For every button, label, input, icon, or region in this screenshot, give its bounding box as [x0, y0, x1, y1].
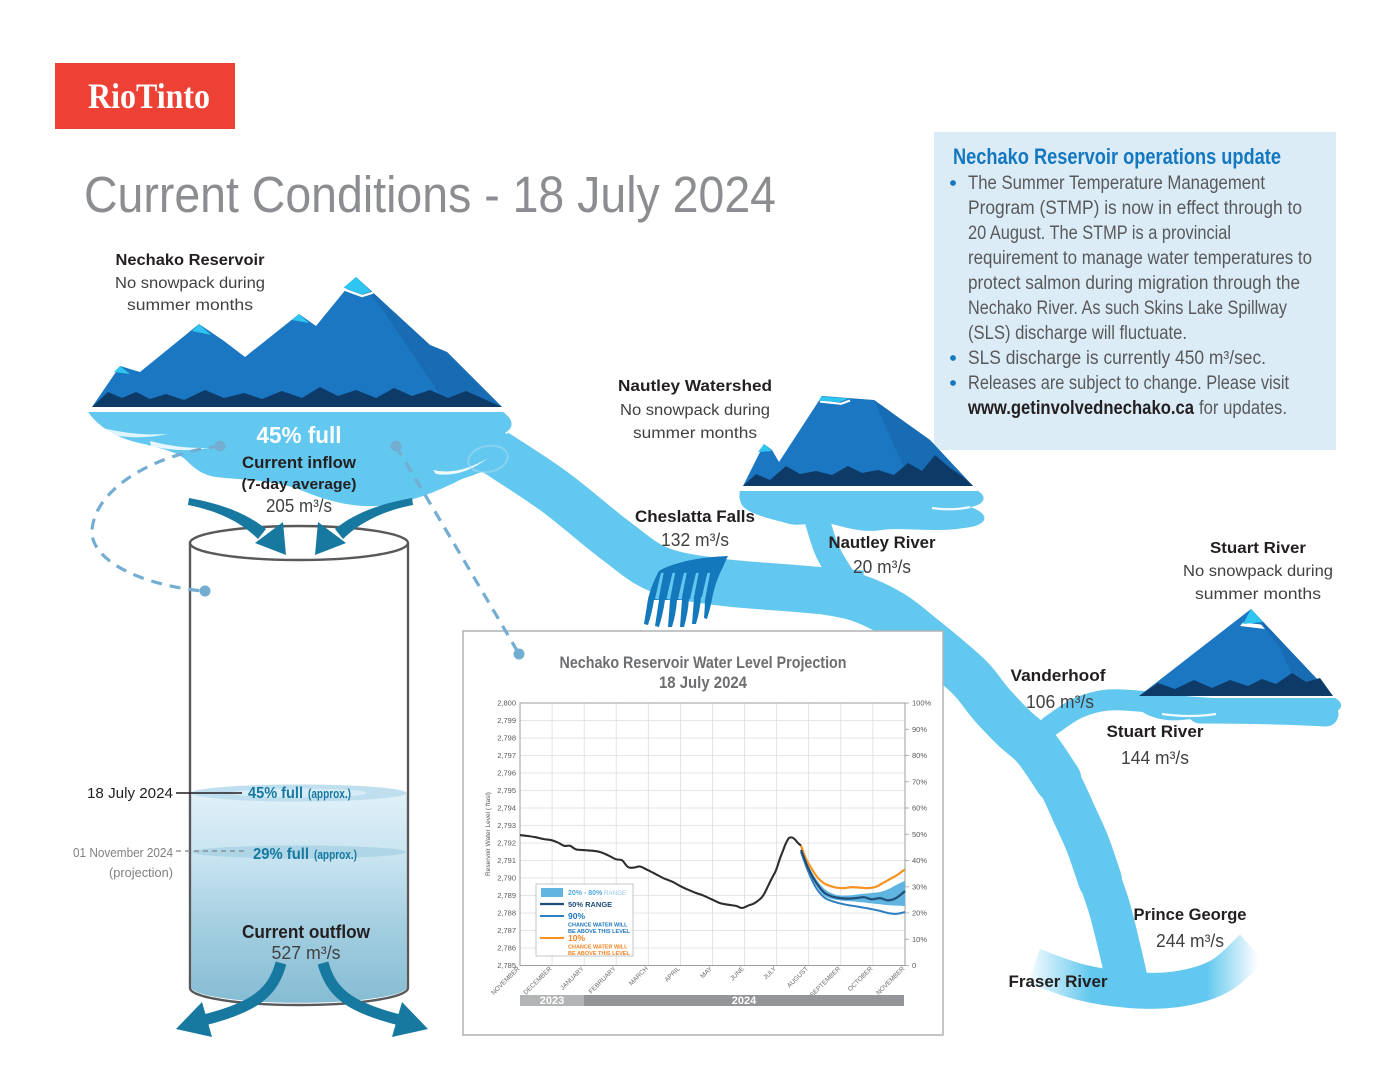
svg-text:(projection): (projection)	[109, 865, 173, 880]
svg-text:106 m³/s: 106 m³/s	[1026, 692, 1094, 712]
svg-text:527 m³/s: 527 m³/s	[272, 943, 341, 963]
svg-text:2,786: 2,786	[497, 944, 516, 953]
svg-text:205 m³/s: 205 m³/s	[266, 496, 332, 516]
svg-text:100%: 100%	[912, 699, 932, 708]
svg-text:2,793: 2,793	[497, 821, 516, 830]
svg-text:2,791: 2,791	[497, 856, 516, 865]
svg-text:30%: 30%	[912, 882, 927, 891]
svg-text:2,789: 2,789	[497, 891, 516, 900]
svg-text:01 November 2024: 01 November 2024	[73, 845, 173, 860]
svg-text:2,797: 2,797	[497, 751, 516, 760]
svg-text:protect salmon during migratio: protect salmon during migration through …	[968, 273, 1300, 294]
svg-text:Nautley Watershed: Nautley Watershed	[618, 378, 772, 395]
svg-text:Cheslatta Falls: Cheslatta Falls	[635, 507, 755, 526]
svg-text:20 August. The STMP is a provi: 20 August. The STMP is a provincial	[968, 223, 1231, 244]
svg-text:No snowpack during: No snowpack during	[1183, 563, 1333, 580]
svg-text:Nechako Reservoir operations u: Nechako Reservoir operations update	[953, 144, 1281, 169]
svg-text:2,794: 2,794	[497, 804, 516, 813]
svg-text:18 July 2024: 18 July 2024	[659, 673, 747, 692]
svg-text:Current inflow: Current inflow	[242, 453, 357, 472]
svg-text:Nechako River. As such Skins L: Nechako River. As such Skins Lake Spillw…	[968, 298, 1287, 319]
svg-text:20% - 80%: 20% - 80%	[568, 890, 603, 897]
svg-text:60%: 60%	[912, 804, 927, 813]
svg-text:45% full: 45% full	[248, 785, 303, 802]
svg-text:No snowpack during: No snowpack during	[620, 402, 770, 419]
svg-text:90%: 90%	[912, 725, 927, 734]
svg-text:80%: 80%	[912, 751, 927, 760]
svg-text:Nautley River: Nautley River	[829, 533, 936, 552]
svg-text:Releases are subject to change: Releases are subject to change. Please v…	[968, 373, 1290, 394]
svg-text:for updates.: for updates.	[1199, 398, 1287, 419]
svg-text:Fraser River: Fraser River	[1009, 972, 1108, 991]
svg-text:Prince George: Prince George	[1134, 905, 1247, 924]
svg-text:2,787: 2,787	[497, 926, 516, 935]
svg-text:RANGE: RANGE	[604, 890, 626, 897]
svg-text:50% RANGE: 50% RANGE	[568, 900, 612, 909]
svg-text:No snowpack during: No snowpack during	[115, 275, 265, 292]
svg-text:www.getinvolvednechako.ca: www.getinvolvednechako.ca	[967, 398, 1194, 419]
svg-text:2,785: 2,785	[497, 961, 516, 970]
svg-text:20 m³/s: 20 m³/s	[853, 557, 911, 577]
svg-text:2,790: 2,790	[497, 874, 516, 883]
svg-text:2,800: 2,800	[497, 699, 516, 708]
svg-text:2,792: 2,792	[497, 839, 516, 848]
svg-text:Reservoir Water Level ( ftasl): Reservoir Water Level ( ftasl)	[485, 792, 492, 876]
svg-text:2023: 2023	[540, 995, 564, 1007]
svg-text:20%: 20%	[912, 909, 927, 918]
svg-text:2,796: 2,796	[497, 769, 516, 778]
svg-text:Stuart River: Stuart River	[1107, 722, 1204, 741]
svg-text:70%: 70%	[912, 777, 927, 786]
svg-text:50%: 50%	[912, 830, 927, 839]
svg-text:Nechako Reservoir: Nechako Reservoir	[116, 252, 265, 269]
svg-text:29% full: 29% full	[253, 846, 309, 863]
svg-text:2,795: 2,795	[497, 786, 516, 795]
svg-text:CHANCE WATER WILL: CHANCE WATER WILL	[568, 923, 628, 929]
svg-text:Vanderhoof: Vanderhoof	[1011, 666, 1106, 685]
svg-text:Current Conditions - 18 July 2: Current Conditions - 18 July 2024	[84, 166, 776, 223]
svg-text:Nechako Reservoir Water Level: Nechako Reservoir Water Level Projection	[560, 653, 847, 672]
svg-text:(approx.): (approx.)	[308, 787, 351, 801]
svg-text:BE ABOVE THIS LEVEL: BE ABOVE THIS LEVEL	[568, 951, 630, 957]
svg-text:0: 0	[912, 961, 916, 970]
svg-text:90%: 90%	[568, 911, 585, 921]
svg-text:(SLS) discharge will fluctuate: (SLS) discharge will fluctuate.	[968, 323, 1187, 344]
svg-text:The Summer Temperature Managem: The Summer Temperature Management	[968, 173, 1266, 194]
svg-text:144 m³/s: 144 m³/s	[1121, 748, 1189, 768]
svg-text:18 July 2024: 18 July 2024	[87, 785, 173, 802]
svg-text:(7-day average): (7-day average)	[242, 476, 357, 493]
svg-text:summer months: summer months	[127, 297, 253, 314]
svg-text:2024: 2024	[732, 995, 757, 1007]
svg-text:10%: 10%	[912, 935, 927, 944]
svg-text:2,799: 2,799	[497, 716, 516, 725]
svg-text:132 m³/s: 132 m³/s	[661, 530, 729, 550]
svg-text:Program (STMP) is now in effec: Program (STMP) is now in effect through …	[968, 198, 1302, 219]
svg-text:2,798: 2,798	[497, 734, 516, 743]
svg-text:(approx.): (approx.)	[314, 848, 357, 862]
svg-text:BE ABOVE THIS LEVEL: BE ABOVE THIS LEVEL	[568, 929, 630, 935]
svg-text:40%: 40%	[912, 856, 927, 865]
svg-text:SLS discharge is currently 450: SLS discharge is currently 450 m³/sec.	[968, 348, 1266, 369]
svg-text:summer months: summer months	[633, 425, 757, 442]
svg-text:2,788: 2,788	[497, 909, 516, 918]
svg-text:45% full: 45% full	[257, 422, 342, 448]
svg-text:RioTinto: RioTinto	[88, 76, 210, 116]
svg-text:summer months: summer months	[1195, 586, 1321, 603]
svg-text:10%: 10%	[568, 933, 585, 943]
svg-text:CHANCE WATER WILL: CHANCE WATER WILL	[568, 945, 628, 951]
svg-text:requirement to manage water te: requirement to manage water temperatures…	[968, 248, 1312, 269]
svg-text:244 m³/s: 244 m³/s	[1156, 931, 1224, 951]
svg-text:Current outflow: Current outflow	[242, 922, 371, 942]
svg-text:Stuart River: Stuart River	[1210, 540, 1306, 557]
